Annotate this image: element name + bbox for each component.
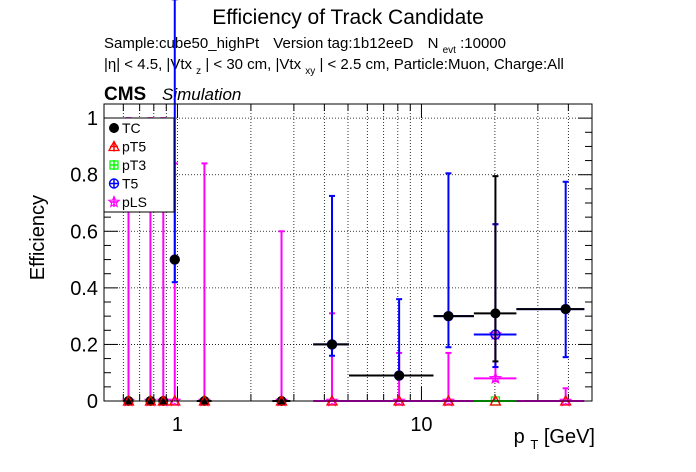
data-point-shape xyxy=(168,394,182,407)
cuts-sub-xy: xy xyxy=(305,66,315,77)
x-axis-label-unit: [GeV] xyxy=(544,426,595,448)
grid-lines xyxy=(103,104,593,401)
legend-item-pt3: pT3 xyxy=(109,157,146,173)
y-tick-label: 0.6 xyxy=(70,221,98,243)
legend-label: pT3 xyxy=(122,157,146,173)
legend-marker xyxy=(109,123,119,133)
cms-label: CMS xyxy=(104,84,146,105)
legend-marker xyxy=(109,160,119,170)
cuts-sub-z: z xyxy=(196,66,201,77)
series-tc xyxy=(123,175,585,406)
x-tick-label: 1 xyxy=(172,414,183,436)
data-point-shape xyxy=(441,394,456,407)
subtitle-line-2: |η| < 4.5, |Vtx z | < 30 cm, |Vtx xy | <… xyxy=(104,56,564,78)
data-point-shape xyxy=(325,394,339,407)
legend-item-pls: pLS xyxy=(107,194,147,210)
data-point xyxy=(168,394,182,407)
tick-labels: 1 10 0 0.2 0.4 0.6 0.8 1 xyxy=(70,108,432,436)
series-pls xyxy=(121,117,585,407)
cuts-rest: | < 2.5 cm, Particle:Muon, Charge:All xyxy=(319,56,563,73)
data-point xyxy=(560,304,571,315)
x-axis-label: p T [GeV] xyxy=(514,426,595,454)
legend-item-pt5: pT5 xyxy=(107,139,146,155)
data-point xyxy=(443,311,454,322)
data-point xyxy=(394,370,405,381)
legend-label: pT5 xyxy=(122,139,146,155)
subtitle-line-1: Sample:cube50_highPt Version tag:1b12eeD… xyxy=(104,35,506,57)
y-tick-label: 0.8 xyxy=(70,165,98,187)
data-point-shape xyxy=(392,394,406,407)
y-tick-label: 0 xyxy=(87,391,98,413)
cuts-eta: |η| < 4.5, |Vtx xyxy=(104,56,192,73)
x-axis-label-main: p xyxy=(514,426,525,448)
legend-marker xyxy=(107,140,121,152)
data-point-shape xyxy=(560,304,571,315)
legend-label: pLS xyxy=(122,194,147,210)
data-point xyxy=(488,371,503,385)
nevt-value: :10000 xyxy=(460,35,506,52)
data-point-shape xyxy=(394,370,405,381)
nevt-subscript: evt xyxy=(443,45,457,56)
y-axis-label: Efficiency xyxy=(27,195,49,280)
legend-marker-shape xyxy=(109,123,119,133)
data-point-shape xyxy=(327,339,338,350)
chart-title: Efficiency of Track Candidate xyxy=(212,6,484,29)
data-point xyxy=(392,394,406,407)
data-point-shape xyxy=(559,394,573,407)
legend-label: T5 xyxy=(122,176,139,192)
data-point-shape xyxy=(488,371,503,385)
legend-marker xyxy=(107,195,121,208)
data-point-shape xyxy=(490,308,501,319)
legend-item-tc: TC xyxy=(109,120,141,136)
data-point xyxy=(441,394,456,407)
sample-label: Sample:cube50_highPt xyxy=(104,35,260,52)
data-point xyxy=(327,339,338,350)
y-tick-label: 0.2 xyxy=(70,334,98,356)
data-point-shape xyxy=(169,254,180,265)
version-label: Version tag:1b12eeD xyxy=(273,35,413,52)
legend-marker-shape xyxy=(107,140,121,152)
plot-frame xyxy=(103,103,593,402)
legend-marker xyxy=(108,178,120,189)
legend-item-t5: T5 xyxy=(108,176,139,192)
simulation-label: Simulation xyxy=(162,85,241,104)
legend-label: TC xyxy=(122,120,141,136)
cuts-mid: | < 30 cm, |Vtx xyxy=(205,56,301,73)
legend-marker-shape xyxy=(109,160,119,170)
data-point xyxy=(559,394,573,407)
legend: TC pT5 pT3 T5 pLS xyxy=(103,117,175,213)
data-point xyxy=(490,308,501,319)
data-point-shape xyxy=(443,311,454,322)
data-point xyxy=(325,394,339,407)
data-point xyxy=(169,254,180,265)
x-axis-label-sub: T xyxy=(530,437,538,452)
y-tick-label: 0.4 xyxy=(70,278,98,300)
legend-marker-shape xyxy=(108,178,120,189)
x-tick-label: 10 xyxy=(410,414,432,436)
nevt-label: N xyxy=(428,35,439,52)
legend-marker-shape xyxy=(107,195,121,208)
y-tick-label: 1 xyxy=(87,108,98,130)
